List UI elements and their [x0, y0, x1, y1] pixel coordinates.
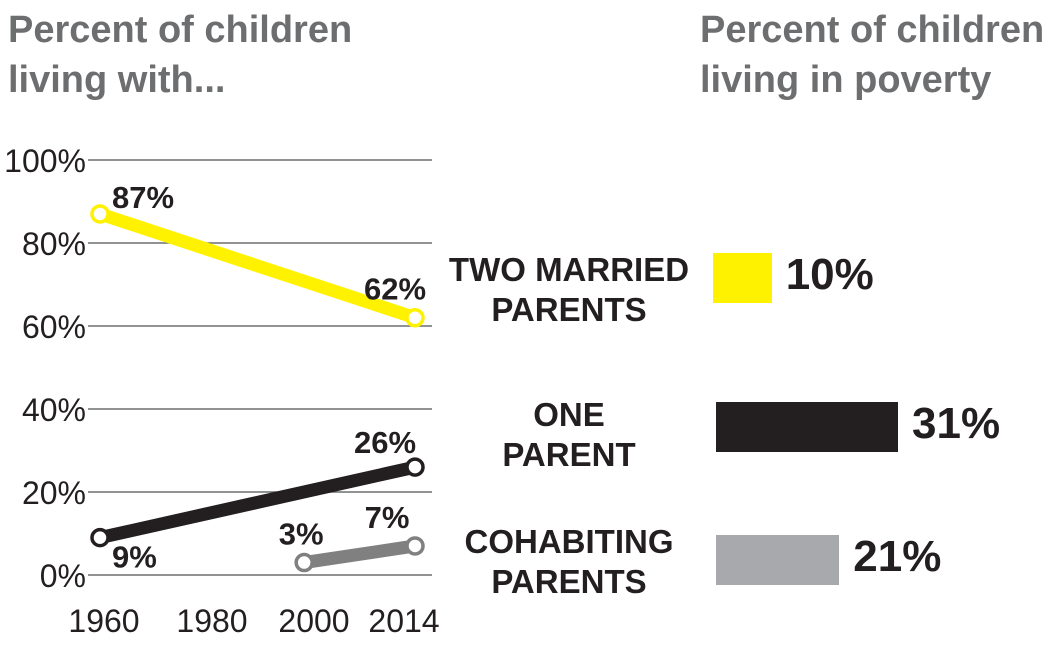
point-marker-two_married: [90, 204, 110, 224]
line-chart: 0% 20% 40% 60% 80% 100% 1960 1980 2000 2014 87% 62%…: [4, 143, 439, 639]
data-label-one_parent: 9%: [112, 540, 157, 575]
bar-two-married: [713, 253, 772, 303]
y-tick-label: 0%: [40, 558, 86, 594]
y-tick-label: 40%: [22, 392, 86, 428]
x-tick-label: 1980: [176, 603, 247, 639]
data-label-cohabiting: 7%: [365, 500, 410, 535]
bar-value-two-married: 10%: [785, 250, 874, 299]
category-label-one-parent: ONE PARENT: [502, 396, 636, 473]
data-label-two_married: 87%: [112, 180, 174, 215]
x-tick-label: 2000: [278, 603, 349, 639]
point-marker-cohabiting: [405, 536, 425, 556]
point-marker-two_married: [405, 307, 425, 328]
point-marker-one_parent: [90, 527, 110, 548]
y-tick-label: 80%: [22, 226, 86, 262]
data-label-two_married: 62%: [364, 272, 426, 307]
category-label-two-married: TWO MARRIED PARENTS: [448, 251, 690, 328]
bar-cohabiting: [716, 535, 840, 585]
series-line-one_parent: [98, 460, 417, 544]
category-label-cohabiting: COHABITING PARENTS: [464, 523, 674, 600]
x-tick-label: 2014: [368, 603, 439, 639]
data-label-one_parent: 26%: [354, 425, 416, 460]
y-tick-label: 20%: [22, 475, 86, 511]
series-line-two_married: [97, 207, 418, 324]
point-marker-one_parent: [405, 457, 425, 477]
data-label-cohabiting: 3%: [279, 517, 324, 552]
x-tick-label: 1960: [68, 603, 139, 639]
bar-chart-title: Percent of children living in poverty: [700, 9, 1045, 101]
bar-value-one-parent: 31%: [912, 399, 1001, 448]
bar-one-parent: [716, 402, 898, 452]
series-line-cohabiting: [303, 539, 416, 569]
line-chart-title: Percent of children living with...: [8, 9, 353, 101]
y-tick-label: 60%: [22, 309, 86, 345]
point-marker-cohabiting: [294, 552, 314, 573]
y-tick-label: 100%: [4, 143, 86, 179]
bar-value-cohabiting: 21%: [853, 532, 942, 581]
